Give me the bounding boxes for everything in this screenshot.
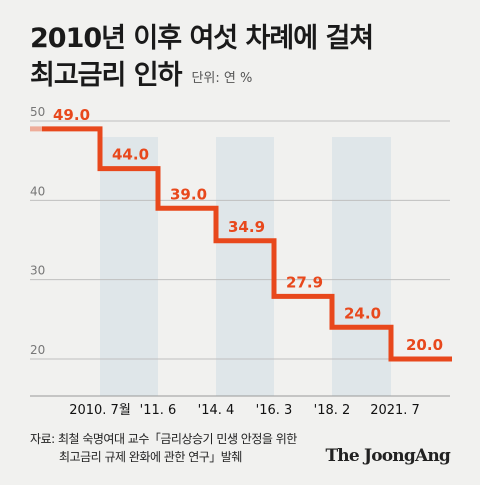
data-label: 24.0 — [344, 304, 381, 322]
title-line-2: 최고금리 인하 — [30, 60, 182, 91]
x-tick-label: '16. 3 — [256, 403, 293, 418]
unit-label: 단위: 연 % — [191, 71, 253, 86]
series-line — [30, 126, 452, 362]
data-label: 34.9 — [228, 218, 265, 236]
data-label: 39.0 — [170, 185, 207, 203]
column-band — [216, 137, 274, 396]
column-band — [100, 137, 158, 396]
y-tick-label: 20 — [30, 343, 45, 357]
x-tick-label: '14. 4 — [198, 403, 235, 418]
x-tick-label: 2021. 7 — [370, 403, 420, 418]
x-tick-label: '18. 2 — [314, 403, 351, 418]
line-fade — [30, 125, 42, 132]
data-label: 49.0 — [53, 106, 90, 124]
data-label: 44.0 — [112, 146, 149, 164]
column-band — [332, 137, 391, 396]
data-label: 20.0 — [406, 336, 443, 354]
y-tick-label: 40 — [30, 184, 45, 198]
source-line-2: 최고금리 규제 완화에 관한 연구」발췌 — [59, 450, 242, 464]
source-note: 자료: 최철 숙명여대 교수「금리상승기 민생 안정을 위한 최고금리 규제 완… — [30, 430, 297, 466]
data-label: 27.9 — [286, 273, 323, 291]
x-tick-label: 2010. 7월 — [69, 403, 131, 418]
title-line-1: 2010년 이후 여섯 차례에 걸쳐 — [30, 23, 374, 54]
step-line-chart: 20 30 40 50 49.0 44.0 39.0 34.9 27.9 24.0 20.0 20… — [30, 105, 452, 418]
chart-title: 2010년 이후 여섯 차례에 걸쳐 최고금리 인하 단위: 연 % — [30, 20, 374, 97]
y-tick-label: 50 — [30, 105, 45, 119]
source-line-1: 자료: 최철 숙명여대 교수「금리상승기 민생 안정을 위한 — [30, 432, 297, 446]
y-tick-label: 30 — [30, 264, 45, 278]
brand-logo: The JoongAng — [325, 446, 450, 466]
x-tick-label: '11. 6 — [140, 403, 177, 418]
